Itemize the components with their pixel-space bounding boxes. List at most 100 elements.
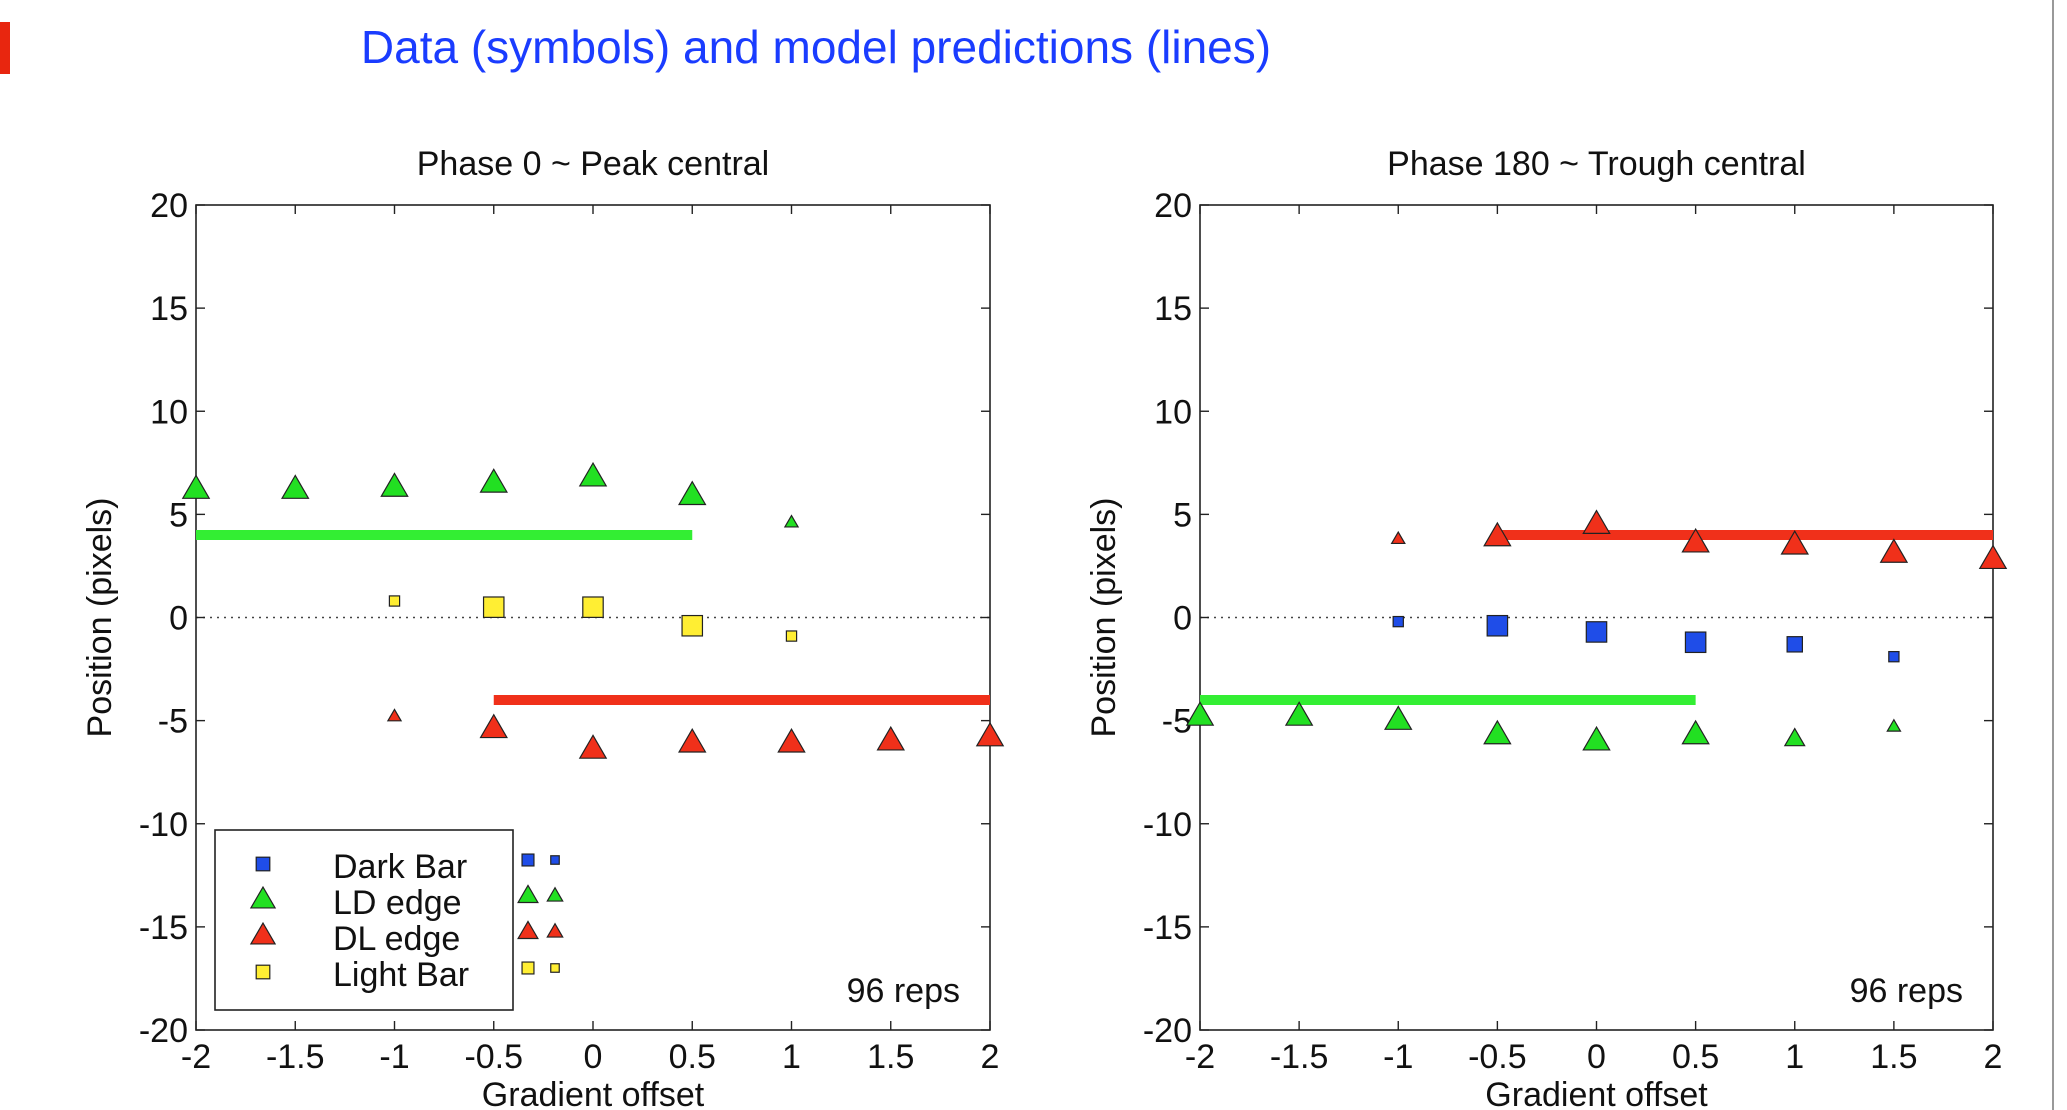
x-tick-label: -0.5 bbox=[464, 1038, 523, 1076]
annotation-reps: 96 reps bbox=[847, 972, 960, 1010]
legend-extra-marker bbox=[546, 886, 564, 902]
data-point bbox=[388, 595, 401, 607]
y-tick-label: 20 bbox=[1154, 187, 1192, 225]
data-point bbox=[783, 514, 800, 528]
annotation-reps: 96 reps bbox=[1850, 972, 1963, 1010]
data-point bbox=[482, 596, 505, 618]
x-tick-label: 0.5 bbox=[1672, 1038, 1719, 1076]
slide-edge-divider bbox=[2052, 0, 2054, 1110]
chart-title: Phase 180 ~ Trough central bbox=[1387, 145, 1806, 183]
data-point bbox=[578, 734, 608, 759]
data-point bbox=[1392, 615, 1404, 628]
data-point bbox=[1886, 718, 1902, 732]
data-point bbox=[479, 468, 508, 493]
legend-marker bbox=[255, 964, 271, 980]
data-point bbox=[380, 472, 409, 497]
x-axis-label: Gradient offset bbox=[1485, 1076, 1708, 1110]
data-point bbox=[777, 727, 806, 753]
series-dark-bar bbox=[1392, 614, 1900, 663]
data-point bbox=[578, 461, 608, 487]
legend-extra-marker bbox=[517, 884, 539, 904]
legend-marker bbox=[255, 856, 271, 872]
y-axis-label: Position (pixels) bbox=[81, 498, 119, 738]
legend-marker bbox=[249, 921, 277, 945]
data-point bbox=[1780, 529, 1809, 555]
data-point bbox=[1585, 621, 1608, 643]
legend-extra-marker bbox=[517, 920, 539, 940]
x-tick-label: 1.5 bbox=[867, 1038, 914, 1076]
data-point bbox=[785, 630, 798, 642]
x-tick-label: 1 bbox=[1785, 1038, 1804, 1076]
series-light-bar bbox=[388, 595, 798, 642]
legend-extra-marker bbox=[546, 922, 564, 938]
data-point bbox=[1681, 719, 1710, 745]
legend-extra-marker bbox=[521, 853, 535, 867]
data-point bbox=[1284, 701, 1314, 726]
chart-panel-2: Phase 180 ~ Trough central20151050-5-10-… bbox=[1085, 145, 2008, 1110]
y-tick-label: 5 bbox=[1173, 496, 1192, 534]
y-tick-label: 5 bbox=[169, 496, 188, 534]
data-point bbox=[1684, 631, 1707, 654]
data-point bbox=[678, 480, 707, 506]
legend-extra-marker bbox=[550, 855, 560, 865]
data-point bbox=[1786, 636, 1803, 653]
data-point bbox=[1978, 544, 2008, 570]
chart-title: Phase 0 ~ Peak central bbox=[417, 145, 770, 183]
legend-marker bbox=[249, 885, 277, 909]
y-axis-label: Position (pixels) bbox=[1085, 498, 1123, 738]
x-tick-label: -1 bbox=[379, 1038, 409, 1076]
data-point bbox=[1185, 701, 1215, 726]
x-tick-label: -1.5 bbox=[266, 1038, 325, 1076]
x-axis-label: Gradient offset bbox=[482, 1076, 705, 1110]
x-tick-label: -2 bbox=[1185, 1038, 1215, 1076]
x-tick-label: 2 bbox=[981, 1038, 1000, 1076]
series-ld-edge bbox=[1185, 701, 1902, 751]
y-tick-label: 0 bbox=[169, 600, 188, 638]
legend-label: DL edge bbox=[333, 920, 460, 958]
x-tick-label: 1 bbox=[782, 1038, 801, 1076]
data-point bbox=[386, 708, 403, 722]
series-ld-edge bbox=[181, 461, 800, 528]
data-point bbox=[181, 474, 211, 499]
y-tick-label: 20 bbox=[150, 187, 188, 225]
x-tick-label: -1.5 bbox=[1270, 1038, 1329, 1076]
data-point bbox=[1582, 725, 1611, 751]
data-point bbox=[1888, 650, 1900, 663]
data-point bbox=[1486, 614, 1509, 637]
legend-extra-marker bbox=[521, 961, 535, 975]
data-point bbox=[1384, 705, 1413, 730]
x-tick-label: 0 bbox=[584, 1038, 603, 1076]
legend-label: LD edge bbox=[333, 884, 462, 922]
x-tick-label: 0.5 bbox=[669, 1038, 716, 1076]
y-tick-label: 0 bbox=[1173, 600, 1192, 638]
y-tick-label: -5 bbox=[158, 703, 188, 741]
data-point bbox=[678, 727, 707, 753]
chart-panel-1: Phase 0 ~ Peak central20151050-5-10-15-2… bbox=[81, 145, 1005, 1110]
y-tick-label: -5 bbox=[1162, 703, 1192, 741]
x-tick-label: 0 bbox=[1587, 1038, 1606, 1076]
y-tick-label: 15 bbox=[1154, 290, 1192, 328]
y-tick-label: -10 bbox=[139, 806, 188, 844]
data-point bbox=[975, 721, 1005, 747]
data-point bbox=[479, 713, 508, 739]
data-point bbox=[876, 725, 905, 751]
x-tick-label: 2 bbox=[1984, 1038, 2003, 1076]
x-tick-label: 1.5 bbox=[1870, 1038, 1917, 1076]
y-tick-label: -10 bbox=[1143, 806, 1192, 844]
data-point bbox=[1681, 527, 1710, 553]
data-point bbox=[1483, 521, 1512, 547]
slide-accent-mark bbox=[0, 22, 10, 74]
y-tick-label: 10 bbox=[150, 393, 188, 431]
page-title: Data (symbols) and model predictions (li… bbox=[360, 21, 1272, 73]
data-point bbox=[1390, 530, 1406, 545]
plot-frame bbox=[1199, 204, 1994, 1031]
x-tick-label: -0.5 bbox=[1468, 1038, 1527, 1076]
x-tick-label: -1 bbox=[1383, 1038, 1413, 1076]
legend-extra-marker bbox=[550, 963, 560, 973]
y-tick-label: 15 bbox=[150, 290, 188, 328]
series-dl-edge bbox=[386, 708, 1005, 759]
y-tick-label: -15 bbox=[139, 909, 188, 947]
